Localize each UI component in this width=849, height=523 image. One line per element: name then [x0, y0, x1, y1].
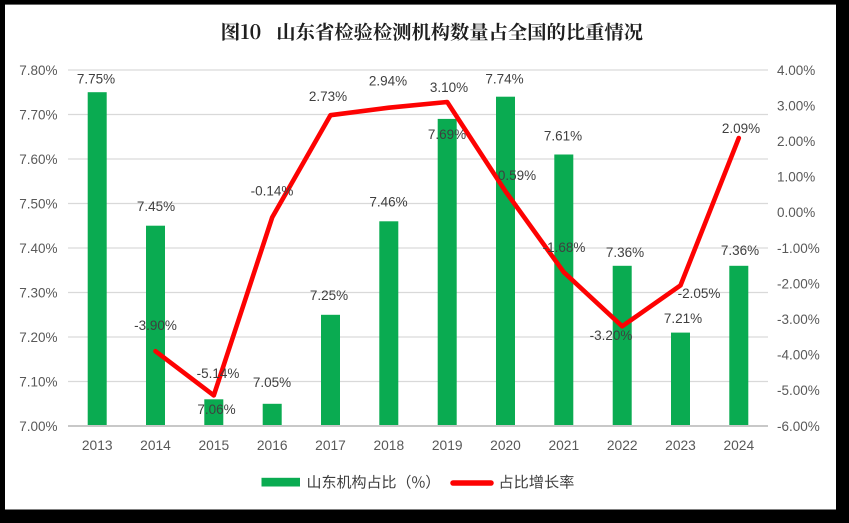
svg-text:-3.00%: -3.00% — [777, 312, 820, 327]
svg-text:-2.00%: -2.00% — [777, 276, 820, 291]
svg-text:7.20%: 7.20% — [19, 330, 57, 345]
svg-text:2024: 2024 — [723, 438, 754, 453]
svg-text:2.94%: 2.94% — [369, 73, 407, 88]
svg-text:7.10%: 7.10% — [19, 374, 57, 389]
svg-text:2020: 2020 — [490, 438, 521, 453]
svg-text:-4.00%: -4.00% — [777, 348, 820, 363]
svg-text:-3.90%: -3.90% — [134, 318, 177, 333]
svg-text:1.00%: 1.00% — [777, 170, 815, 185]
svg-text:7.69%: 7.69% — [428, 127, 466, 142]
svg-text:-6.00%: -6.00% — [777, 419, 820, 434]
svg-text:-2.05%: -2.05% — [678, 286, 721, 301]
svg-text:2019: 2019 — [432, 438, 463, 453]
svg-text:2023: 2023 — [665, 438, 696, 453]
svg-text:-1.00%: -1.00% — [777, 241, 820, 256]
svg-text:7.36%: 7.36% — [606, 245, 644, 260]
svg-text:-5.00%: -5.00% — [777, 383, 820, 398]
svg-text:7.30%: 7.30% — [19, 285, 57, 300]
svg-text:7.45%: 7.45% — [137, 199, 175, 214]
svg-text:-0.14%: -0.14% — [251, 183, 294, 198]
svg-text:7.60%: 7.60% — [19, 152, 57, 167]
svg-text:-5.14%: -5.14% — [197, 366, 240, 381]
svg-text:7.80%: 7.80% — [19, 63, 57, 78]
svg-text:2013: 2013 — [82, 438, 113, 453]
svg-text:7.46%: 7.46% — [369, 194, 407, 209]
svg-text:2.00%: 2.00% — [777, 134, 815, 149]
svg-text:7.50%: 7.50% — [19, 196, 57, 211]
svg-text:7.75%: 7.75% — [77, 71, 115, 86]
svg-text:2022: 2022 — [607, 438, 638, 453]
svg-text:7.00%: 7.00% — [19, 419, 57, 434]
svg-text:3.10%: 3.10% — [430, 80, 468, 95]
svg-text:2021: 2021 — [548, 438, 579, 453]
svg-text:4.00%: 4.00% — [777, 63, 815, 78]
svg-text:7.06%: 7.06% — [197, 402, 235, 417]
svg-text:7.05%: 7.05% — [253, 375, 291, 390]
svg-text:3.00%: 3.00% — [777, 98, 815, 113]
svg-text:2014: 2014 — [140, 438, 171, 453]
svg-text:7.21%: 7.21% — [664, 311, 702, 326]
svg-text:2017: 2017 — [315, 438, 346, 453]
svg-text:2016: 2016 — [257, 438, 288, 453]
svg-text:2.09%: 2.09% — [722, 121, 760, 136]
svg-text:7.61%: 7.61% — [544, 128, 582, 143]
svg-text:-1.68%: -1.68% — [543, 240, 586, 255]
svg-text:0.59%: 0.59% — [498, 168, 536, 183]
svg-text:7.25%: 7.25% — [310, 288, 348, 303]
svg-text:7.74%: 7.74% — [485, 71, 523, 86]
svg-text:7.70%: 7.70% — [19, 107, 57, 122]
svg-text:2018: 2018 — [373, 438, 404, 453]
svg-text:0.00%: 0.00% — [777, 205, 815, 220]
svg-text:7.40%: 7.40% — [19, 241, 57, 256]
svg-text:2015: 2015 — [198, 438, 229, 453]
svg-text:2.73%: 2.73% — [309, 89, 347, 104]
svg-text:7.36%: 7.36% — [721, 243, 759, 258]
svg-text:-3.20%: -3.20% — [590, 328, 633, 343]
